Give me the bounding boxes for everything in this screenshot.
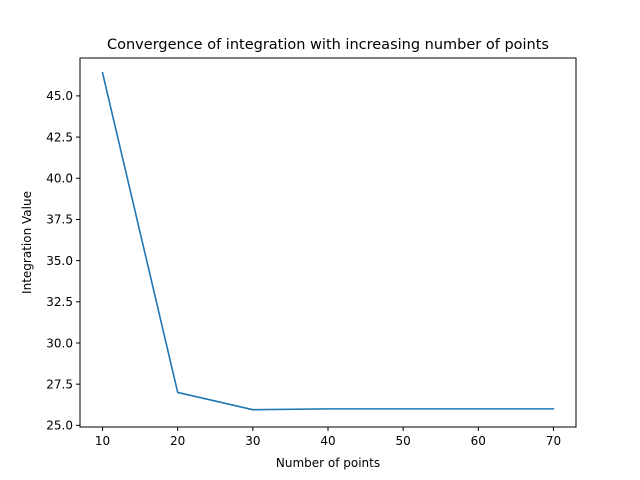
- series-layer: [101, 71, 555, 411]
- y-axis: 25.0 27.5 30.0 32.5 35.0 37.5 40.0 42.5 45.0: [46, 89, 80, 433]
- y-tick-label: 30.0: [46, 336, 73, 350]
- plot-area: [80, 58, 576, 427]
- y-tick-label: 45.0: [46, 89, 73, 103]
- y-tick-label: 42.5: [46, 130, 73, 144]
- x-axis-label: Number of points: [276, 456, 380, 470]
- x-axis: 10 20 30 40 50 60 70: [95, 427, 561, 448]
- x-tick-label: 20: [170, 434, 185, 448]
- x-tick-label: 70: [546, 434, 561, 448]
- y-tick-label: 40.0: [46, 172, 73, 186]
- y-tick-label: 25.0: [46, 419, 73, 433]
- x-tick-label: 10: [95, 434, 110, 448]
- plot-frame: [79, 57, 577, 428]
- y-tick-label: 37.5: [46, 213, 73, 227]
- y-tick-label: 32.5: [46, 295, 73, 309]
- y-tick-label: 27.5: [46, 377, 73, 391]
- x-tick-label: 40: [320, 434, 335, 448]
- x-tick-label: 60: [471, 434, 486, 448]
- y-axis-label: Integration Value: [20, 191, 34, 294]
- x-tick-label: 30: [245, 434, 260, 448]
- y-tick-label: 35.0: [46, 254, 73, 268]
- series-line: [101, 71, 555, 411]
- chart-title: Convergence of integration with increasi…: [107, 37, 549, 53]
- x-tick-label: 50: [396, 434, 411, 448]
